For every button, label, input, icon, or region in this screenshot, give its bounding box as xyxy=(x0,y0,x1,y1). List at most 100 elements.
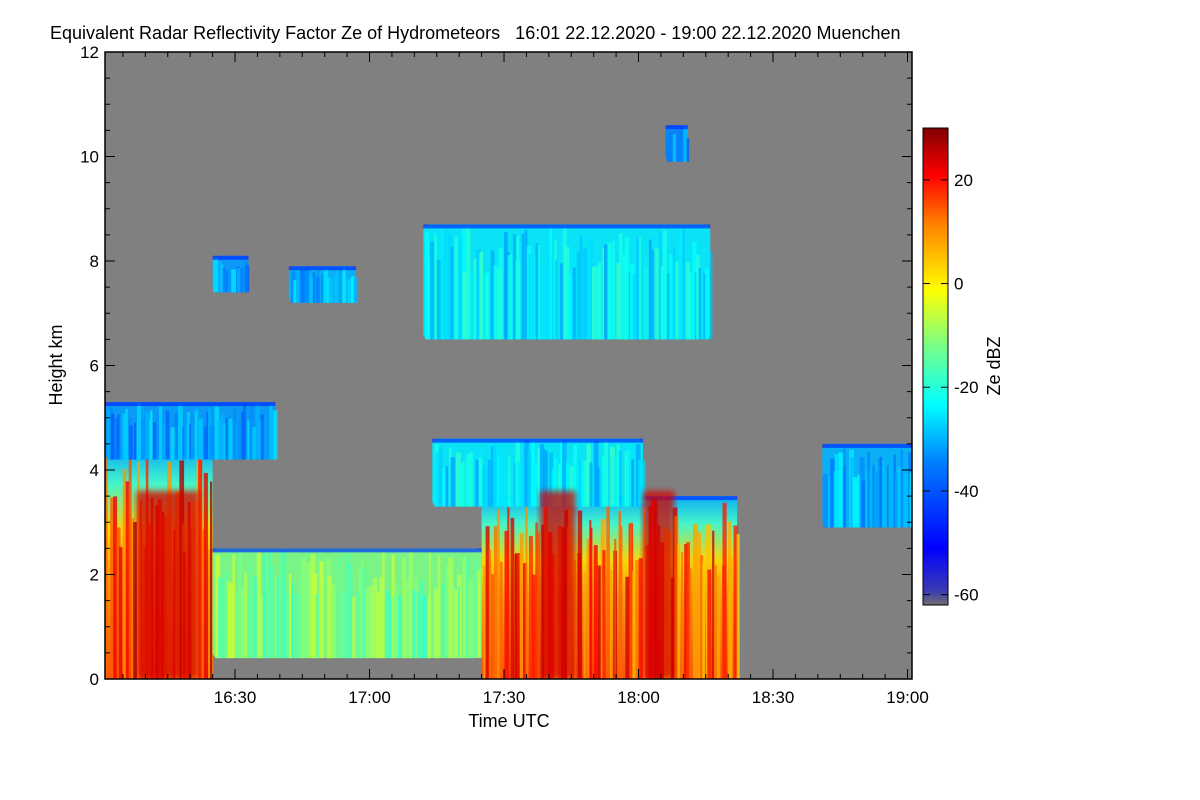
echo-streak xyxy=(586,444,592,507)
echo-streak xyxy=(303,577,307,659)
echo-edge xyxy=(432,438,643,443)
echo-streak xyxy=(638,236,642,340)
echo-streak xyxy=(537,448,541,507)
echo-streak xyxy=(458,463,463,507)
echo-streak xyxy=(217,577,223,659)
echo-streak xyxy=(553,457,558,507)
echo-streak xyxy=(500,561,503,679)
echo-streak xyxy=(882,460,885,528)
echo-streak xyxy=(672,134,676,162)
colorbar-tick-label: 20 xyxy=(954,171,973,190)
echo-streak xyxy=(382,552,385,659)
echo-streak xyxy=(616,263,622,340)
echo-streak xyxy=(681,552,684,679)
echo-streak xyxy=(654,248,660,340)
echo-streak xyxy=(117,414,120,460)
echo-streak xyxy=(210,481,213,679)
echo-streak xyxy=(712,530,715,679)
echo-streak xyxy=(909,472,912,528)
echo-streak xyxy=(370,585,373,659)
echo-streak xyxy=(572,267,576,340)
colorbar-label: Ze dBZ xyxy=(984,336,1004,395)
echo-streak xyxy=(149,410,153,460)
echo-streak xyxy=(624,236,630,340)
echo-streak xyxy=(209,425,215,460)
echo-streak xyxy=(595,266,600,340)
echo-edge xyxy=(105,402,276,407)
echo-streak xyxy=(540,267,546,340)
echo-edge xyxy=(665,125,688,130)
echo-streak xyxy=(238,551,242,659)
echo-streak xyxy=(524,439,529,507)
echo-streak xyxy=(240,267,244,293)
echo-streak xyxy=(591,266,596,340)
echo-streak xyxy=(348,279,354,303)
echo-streak xyxy=(327,575,332,659)
echo-streak xyxy=(240,589,245,659)
echo-streak xyxy=(616,444,620,507)
echo-streak xyxy=(491,574,495,679)
echo-streak xyxy=(521,234,525,340)
echo-streak xyxy=(596,467,600,507)
echo-streak xyxy=(537,244,541,340)
echo-streak xyxy=(131,518,135,679)
echo-streak xyxy=(679,127,682,162)
colorbar-tick-label: -60 xyxy=(954,586,979,605)
echo-streak xyxy=(264,409,267,460)
echo-streak xyxy=(624,451,627,507)
echo-streak xyxy=(586,539,591,679)
echo-streak xyxy=(900,449,904,528)
echo-streak xyxy=(579,235,583,340)
echo-streak xyxy=(629,264,635,340)
colorbar-tick-label: 0 xyxy=(954,275,963,294)
echo-layer xyxy=(105,125,912,679)
echo-streak xyxy=(700,555,704,679)
echo-streak xyxy=(203,472,208,679)
echo-streak xyxy=(260,596,265,659)
echo-streak xyxy=(353,277,359,303)
echo-streak xyxy=(830,458,835,528)
y-tick-label: 0 xyxy=(90,670,99,689)
echo-streak xyxy=(702,562,705,679)
echo-edge xyxy=(212,255,249,260)
echo-streak xyxy=(625,576,630,679)
echo-streak xyxy=(218,260,223,293)
echo-streak xyxy=(133,522,137,679)
echo-streak xyxy=(225,270,228,293)
echo-streak xyxy=(455,452,461,507)
y-tick-label: 12 xyxy=(80,43,99,62)
echo-streak xyxy=(565,462,570,507)
echo-streak xyxy=(583,247,588,340)
echo-streak xyxy=(224,570,229,659)
echo-streak xyxy=(612,240,615,340)
echo-edge xyxy=(288,266,357,271)
echo-streak xyxy=(462,557,467,659)
echo-streak xyxy=(537,531,540,679)
echo-core xyxy=(539,490,576,679)
echo-streak xyxy=(704,268,710,340)
echo-streak xyxy=(145,412,149,460)
echo-streak xyxy=(867,452,870,528)
echo-streak xyxy=(333,588,337,659)
echo-streak xyxy=(528,536,533,679)
echo-streak xyxy=(475,459,479,507)
x-tick-label: 18:30 xyxy=(752,688,795,707)
echo-streak xyxy=(598,262,602,340)
x-tick-label: 16:30 xyxy=(214,688,257,707)
echo-streak xyxy=(696,254,700,340)
echo-streak xyxy=(409,550,413,659)
echo-streak xyxy=(590,236,594,340)
echo-streak xyxy=(414,576,418,659)
echo-streak xyxy=(125,481,130,679)
echo-streak xyxy=(677,544,681,679)
echo-streak xyxy=(642,460,646,507)
echo-streak xyxy=(499,441,504,507)
echo-streak xyxy=(838,452,843,528)
echo-streak xyxy=(473,258,478,340)
echo-streak xyxy=(105,457,108,679)
echo-streak xyxy=(113,496,118,679)
echo-streak xyxy=(551,468,555,507)
echo-streak xyxy=(834,454,838,528)
echo-streak xyxy=(535,522,538,679)
